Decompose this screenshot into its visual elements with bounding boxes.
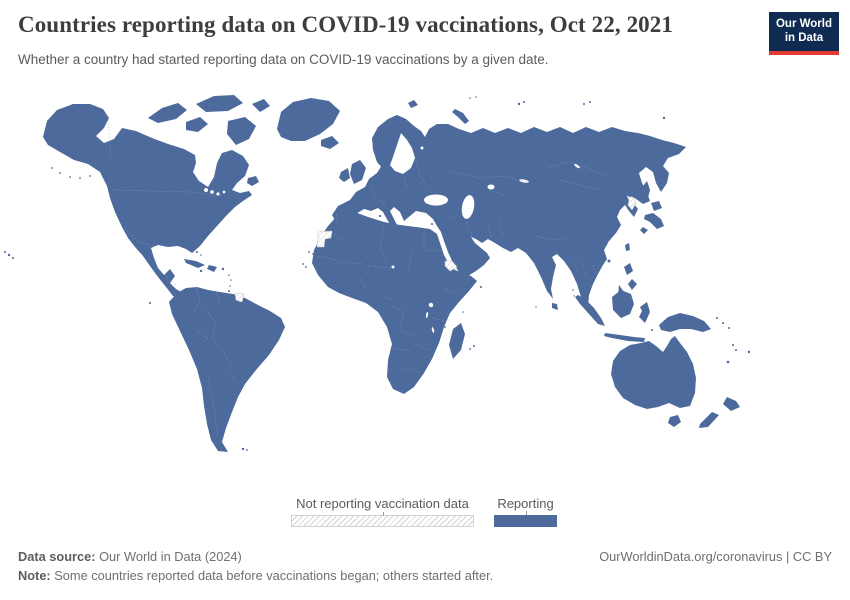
not-reporting-regions[interactable] xyxy=(234,195,637,303)
region-french-guiana xyxy=(234,292,245,303)
legend-swatch-reporting[interactable] xyxy=(494,511,557,527)
aleutian-islands xyxy=(51,166,100,179)
landmass-south-america[interactable] xyxy=(149,287,285,452)
data-source: Data source: Our World in Data (2024) xyxy=(18,547,242,566)
country-borders xyxy=(107,119,607,437)
region-western-sahara xyxy=(316,230,333,248)
owid-logo-line1: Our World xyxy=(775,18,832,30)
landmass-maritime-sea[interactable] xyxy=(575,263,751,364)
region-eritrea xyxy=(444,260,458,272)
legend-label-not-reporting: Not reporting vaccination data xyxy=(296,496,469,511)
hawaii xyxy=(4,251,14,259)
owid-logo[interactable]: Our World in Data xyxy=(768,12,839,55)
landmass-north-america[interactable] xyxy=(4,95,270,298)
legend-swatch-not-reporting[interactable] xyxy=(291,512,474,527)
note-label: Note: xyxy=(18,568,51,583)
landmass-africa[interactable] xyxy=(302,211,482,394)
note-value: Some countries reported data before vacc… xyxy=(54,568,494,583)
landmass-greenland-iceland[interactable] xyxy=(277,98,340,149)
owid-link[interactable]: OurWorldinData.org/coronavirus | CC BY xyxy=(599,549,832,564)
legend-item-not-reporting[interactable]: Not reporting vaccination data xyxy=(291,496,474,527)
data-source-value: Our World in Data (2024) xyxy=(99,549,242,564)
world-map[interactable] xyxy=(0,88,850,490)
legend-label-reporting: Reporting xyxy=(497,496,554,511)
note: Note: Some countries reported data befor… xyxy=(18,568,493,583)
owid-logo-line2: in Data xyxy=(784,32,824,45)
region-north-korea xyxy=(626,195,637,211)
world-map-svg[interactable] xyxy=(0,88,850,490)
page-subtitle: Whether a country had started reporting … xyxy=(18,52,549,67)
inland-seas xyxy=(204,146,580,333)
chart-footer: Data source: Our World in Data (2024) Ou… xyxy=(18,547,832,585)
data-source-label: Data source: xyxy=(18,549,96,564)
page-title: Countries reporting data on COVID-19 vac… xyxy=(18,12,673,37)
madagascar[interactable] xyxy=(449,323,465,359)
landmass-eurasia[interactable] xyxy=(332,96,686,315)
legend-item-reporting[interactable]: Reporting xyxy=(494,496,557,527)
map-legend: Not reporting vaccination data Reporting xyxy=(291,496,557,527)
landmass-australia-nz[interactable] xyxy=(611,336,740,428)
